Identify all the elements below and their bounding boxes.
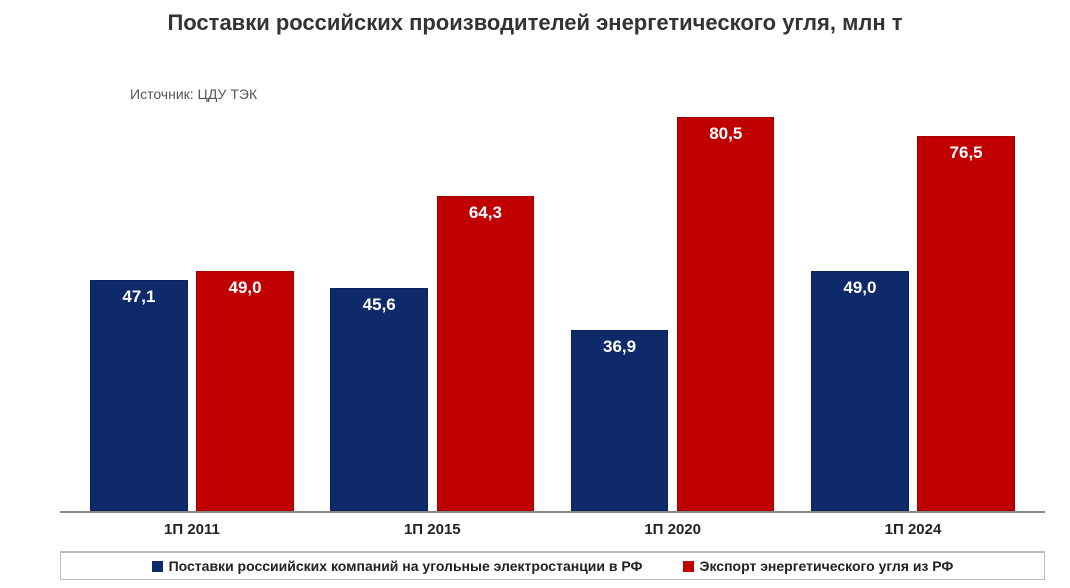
bar-value-label: 80,5 [678, 124, 774, 144]
x-axis-label: 1П 2015 [324, 521, 541, 538]
x-axis-label: 1П 2024 [805, 521, 1022, 538]
bar-domestic: 45,6 [330, 288, 428, 511]
chart-container: Поставки российских производителей энерг… [0, 0, 1070, 588]
bar-value-label: 49,0 [812, 278, 908, 298]
bar-domestic: 47,1 [90, 280, 188, 511]
bar-export: 49,0 [196, 271, 294, 511]
legend-swatch [152, 561, 163, 572]
chart-title: Поставки российских производителей энерг… [0, 10, 1070, 36]
x-axis-label: 1П 2020 [564, 521, 781, 538]
bar-group: 36,9 80,5 [564, 70, 781, 511]
bar-group: 45,6 64,3 [324, 70, 541, 511]
bar-value-label: 45,6 [331, 295, 427, 315]
bar-group: 49,0 76,5 [805, 70, 1022, 511]
x-axis-label: 1П 2011 [84, 521, 301, 538]
bar-export: 76,5 [917, 136, 1015, 511]
legend-swatch [683, 561, 694, 572]
bar-domestic: 49,0 [811, 271, 909, 511]
bar-value-label: 64,3 [438, 203, 534, 223]
bar-value-label: 36,9 [572, 337, 668, 357]
bar-value-label: 76,5 [918, 143, 1014, 163]
bar-value-label: 47,1 [91, 287, 187, 307]
bar-domestic: 36,9 [571, 330, 669, 511]
bar-value-label: 49,0 [197, 278, 293, 298]
bar-group: 47,1 49,0 [84, 70, 301, 511]
plot-area: 47,1 49,0 45,6 64,3 36,9 80,5 49,0 76,5 [60, 70, 1045, 513]
legend-item-domestic: Поставки россиийских компаний на угольны… [152, 558, 643, 574]
legend-label: Экспорт энергетического угля из РФ [700, 558, 954, 574]
legend: Поставки россиийских компаний на угольны… [60, 552, 1045, 580]
legend-label: Поставки россиийских компаний на угольны… [169, 558, 643, 574]
bar-export: 64,3 [437, 196, 535, 511]
bar-export: 80,5 [677, 117, 775, 511]
legend-item-export: Экспорт энергетического угля из РФ [683, 558, 954, 574]
